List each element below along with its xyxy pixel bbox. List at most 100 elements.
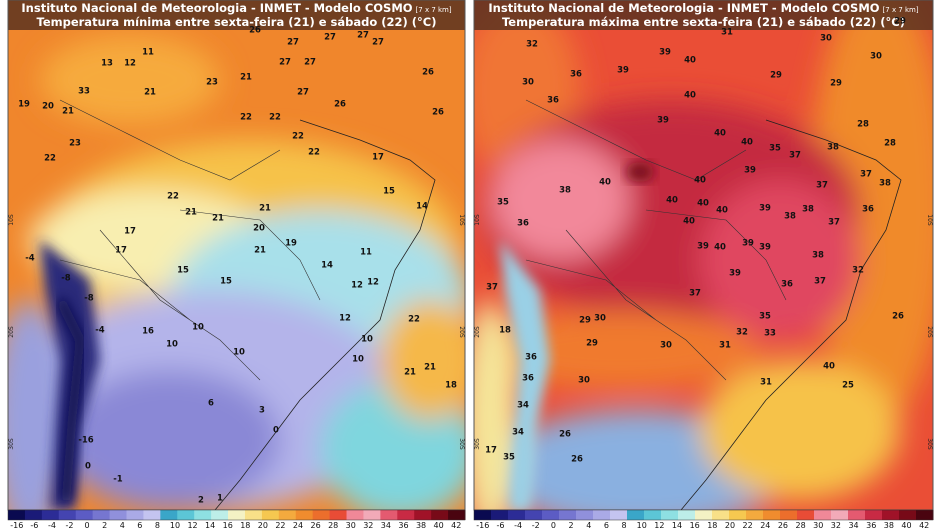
temperature-label: 22 <box>44 154 56 164</box>
colorbar-frame <box>473 509 934 521</box>
panel-subtitle: Temperatura máxima entre sexta-feira (21… <box>502 15 905 29</box>
colorbar-swatch <box>797 510 815 520</box>
temperature-label: 37 <box>816 181 828 191</box>
temperature-label: 40 <box>741 138 753 148</box>
temperature-label: 35 <box>497 198 509 208</box>
resolution: [7 x 7 km] <box>416 6 452 14</box>
colorbar-label: 18 <box>707 521 717 530</box>
temperature-label: 17 <box>485 446 497 456</box>
colorbar-label: 26 <box>778 521 788 530</box>
colorbar-swatch <box>678 510 696 520</box>
temperature-label: 27 <box>372 38 384 48</box>
temperature-label: 18 <box>445 381 457 391</box>
temperature-label: 40 <box>823 362 835 372</box>
temperature-label: 39 <box>759 204 771 214</box>
colorbar-label: -4 <box>514 521 522 530</box>
temperature-label: 34 <box>517 401 529 411</box>
colorbar-label: 12 <box>654 521 664 530</box>
temperature-label: 38 <box>802 205 814 215</box>
panel-title: Instituto Nacional de Meteorologia - INM… <box>21 1 451 15</box>
temperature-label: 39 <box>759 243 771 253</box>
colorbar-swatch <box>41 510 60 520</box>
temperature-label: 37 <box>486 283 498 293</box>
temperature-label: 26 <box>571 455 583 465</box>
colorbar-label: 34 <box>381 521 391 530</box>
colorbar-label: 0 <box>85 521 90 530</box>
temperature-label: 21 <box>259 204 271 214</box>
colorbar-label: 34 <box>848 521 858 530</box>
temperature-label: 29 <box>586 339 598 349</box>
latitude-label: 30S <box>458 438 465 450</box>
temperature-label: 1 <box>217 494 223 504</box>
temperature-label: 40 <box>714 129 726 139</box>
colorbar-label: 22 <box>743 521 753 530</box>
colorbar-swatch <box>448 510 466 520</box>
colorbar-swatch <box>593 510 611 520</box>
colorbar-label: 10 <box>637 521 647 530</box>
colorbar-label: 40 <box>434 521 444 530</box>
temperature-label: 15 <box>220 277 232 287</box>
temperature-label: 14 <box>321 261 333 271</box>
colorbar-swatch <box>882 510 900 520</box>
colorbar-label: 28 <box>796 521 806 530</box>
colorbar-label: 36 <box>866 521 876 530</box>
temperature-label: 20 <box>42 102 54 112</box>
temperature-label: 36 <box>522 374 534 384</box>
temperature-label: 37 <box>789 151 801 161</box>
temperature-label: 36 <box>862 205 874 215</box>
latitude-label: 30S <box>474 438 481 450</box>
colorbar-swatch <box>58 510 77 520</box>
colorbar-label: -16 <box>476 521 489 530</box>
temperature-label: 30 <box>870 52 882 62</box>
temperature-label: 23 <box>69 139 81 149</box>
temperature-label: 14 <box>416 202 428 212</box>
temperature-label: 40 <box>599 178 611 188</box>
temperature-label: 10 <box>166 340 178 350</box>
temperature-label: 39 <box>617 66 629 76</box>
temperature-label: 26 <box>432 108 444 118</box>
colorbar-label: 2 <box>102 521 107 530</box>
temperature-label: 21 <box>144 88 156 98</box>
temperature-label: 40 <box>694 176 706 186</box>
colorbar-swatch <box>814 510 832 520</box>
temperature-label: 27 <box>304 58 316 68</box>
temperature-label: 40 <box>684 91 696 101</box>
temperature-label: 12 <box>339 314 351 324</box>
colorbar-swatch <box>346 510 364 520</box>
colorbar-swatch <box>414 510 432 520</box>
temperature-label: 27 <box>297 88 309 98</box>
temperature-label: 22 <box>269 113 281 123</box>
temperature-label: 36 <box>525 353 537 363</box>
colorbar-swatch <box>729 510 747 520</box>
colorbar-label: 10 <box>170 521 180 530</box>
temperature-label: 27 <box>357 31 369 41</box>
temperature-label: 30 <box>660 341 672 351</box>
colorbar-swatch <box>644 510 662 520</box>
temperature-label: 21 <box>62 107 74 117</box>
colorbar-swatch <box>244 510 263 520</box>
colorbar-swatch <box>278 510 297 520</box>
colorbar-swatch <box>525 510 543 520</box>
temperature-label: 27 <box>287 38 299 48</box>
colorbar-swatch <box>397 510 415 520</box>
colorbar-label: 20 <box>725 521 735 530</box>
temperature-label: 11 <box>360 248 372 258</box>
colorbar-swatch <box>474 510 492 520</box>
temperature-label: 38 <box>879 179 891 189</box>
colorbar-label: 16 <box>690 521 700 530</box>
temperature-label: 32 <box>526 40 538 50</box>
temperature-label: 26 <box>892 312 904 322</box>
colorbar-label: 38 <box>884 521 894 530</box>
temperature-label: 39 <box>657 116 669 126</box>
temperature-label: 22 <box>308 148 320 158</box>
temperature-label: 40 <box>666 196 678 206</box>
colorbar-label: 40 <box>901 521 911 530</box>
colorbar-label: 6 <box>137 521 142 530</box>
latitude-label: 10S <box>926 214 933 226</box>
colorbar-swatch <box>431 510 449 520</box>
resolution: [7 x 7 km] <box>883 6 919 14</box>
temperature-label: -4 <box>95 326 105 336</box>
temperature-label: -4 <box>25 254 35 264</box>
temperature-label: 37 <box>814 277 826 287</box>
